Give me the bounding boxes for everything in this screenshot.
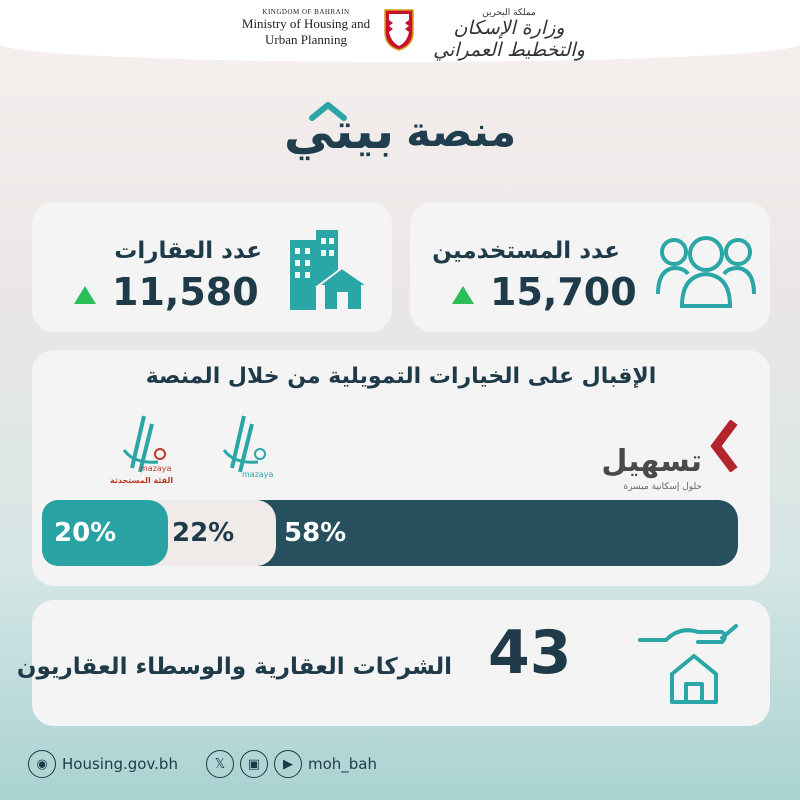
tasheel-logo: تسهيل حلول إسكانية ميسرة xyxy=(601,416,738,492)
properties-stat-card: عدد العقارات 11,580 xyxy=(32,202,392,332)
youtube-icon[interactable]: ▶ xyxy=(273,750,302,778)
financing-bar-tasheel: 58% xyxy=(258,500,738,566)
tasheel-tagline: حلول إسكانية ميسرة xyxy=(623,482,703,492)
ministry-name-en: KINGDOM OF BAHRAIN Ministry of Housing a… xyxy=(236,8,376,48)
mazaya-eligible-name: mazaya xyxy=(140,464,172,473)
kingdom-label-en: KINGDOM OF BAHRAIN xyxy=(262,8,350,16)
tasheel-name: تسهيل xyxy=(601,444,702,479)
ministry-name-ar: مملكة البحرين وزارة الإسكان والتخطيط الع… xyxy=(424,8,594,62)
mazaya-eligible-logo: mazaya الفئة المستحدثة xyxy=(110,412,174,490)
header-banner: KINGDOM OF BAHRAIN Ministry of Housing a… xyxy=(0,0,800,62)
companies-label: الشركات العقارية والوسطاء العقاريون xyxy=(16,654,452,680)
segment-label: 20% xyxy=(54,518,117,548)
properties-value: 11,580 xyxy=(112,270,259,314)
mazaya-mark-icon xyxy=(222,415,266,473)
companies-card: 43 الشركات العقارية والوسطاء العقاريون xyxy=(17,600,770,726)
users-value: 15,700 xyxy=(490,270,637,314)
instagram-icon[interactable]: ▣ xyxy=(239,750,268,778)
buildings-house-icon xyxy=(290,230,372,311)
page-title: منصة بيتي xyxy=(230,96,570,166)
trend-up-icon xyxy=(74,286,96,304)
social-handle[interactable]: moh_bah xyxy=(307,755,377,773)
tasheel-mark-icon xyxy=(710,420,738,472)
financing-title: الإقبال على الخيارات التمويلية من خلال ا… xyxy=(145,364,657,389)
footer: ◉ Housing.gov.bh 𝕏 ▣ ▶ moh_bah xyxy=(28,746,408,782)
hand-house-icon xyxy=(638,624,738,704)
kingdom-label-ar: مملكة البحرين xyxy=(482,8,536,18)
ministry-line1-en: Ministry of Housing and xyxy=(241,16,371,32)
title-prefix: منصة xyxy=(406,106,517,156)
website-link[interactable]: Housing.gov.bh xyxy=(62,755,178,773)
properties-label: عدد العقارات xyxy=(114,238,262,264)
mazaya-name: mazaya xyxy=(242,470,274,479)
ministry-line2-en: Urban Planning xyxy=(265,31,347,47)
segment-label: 22% xyxy=(172,518,235,548)
trend-up-icon xyxy=(452,286,474,304)
people-icon xyxy=(656,236,756,308)
users-stat-card: عدد المستخدمين 15,700 xyxy=(410,202,770,332)
mazaya-eligible-mark-icon xyxy=(122,415,166,473)
x-icon[interactable]: 𝕏 xyxy=(205,750,234,778)
bahrain-emblem-icon xyxy=(384,9,414,51)
financing-card: الإقبال على الخيارات التمويلية من خلال ا… xyxy=(32,350,770,586)
users-label: عدد المستخدمين xyxy=(432,238,620,264)
globe-icon[interactable]: ◉ xyxy=(28,750,56,778)
mazaya-logo: mazaya xyxy=(214,410,274,488)
mazaya-eligible-caption: الفئة المستحدثة xyxy=(110,476,174,485)
companies-value: 43 xyxy=(488,618,572,688)
financing-bar-mazaya-eligible: 20% xyxy=(42,500,168,566)
ministry-line-ar: وزارة الإسكان والتخطيط العمراني xyxy=(433,17,585,62)
roof-icon xyxy=(309,102,347,121)
segment-label: 58% xyxy=(284,518,347,548)
